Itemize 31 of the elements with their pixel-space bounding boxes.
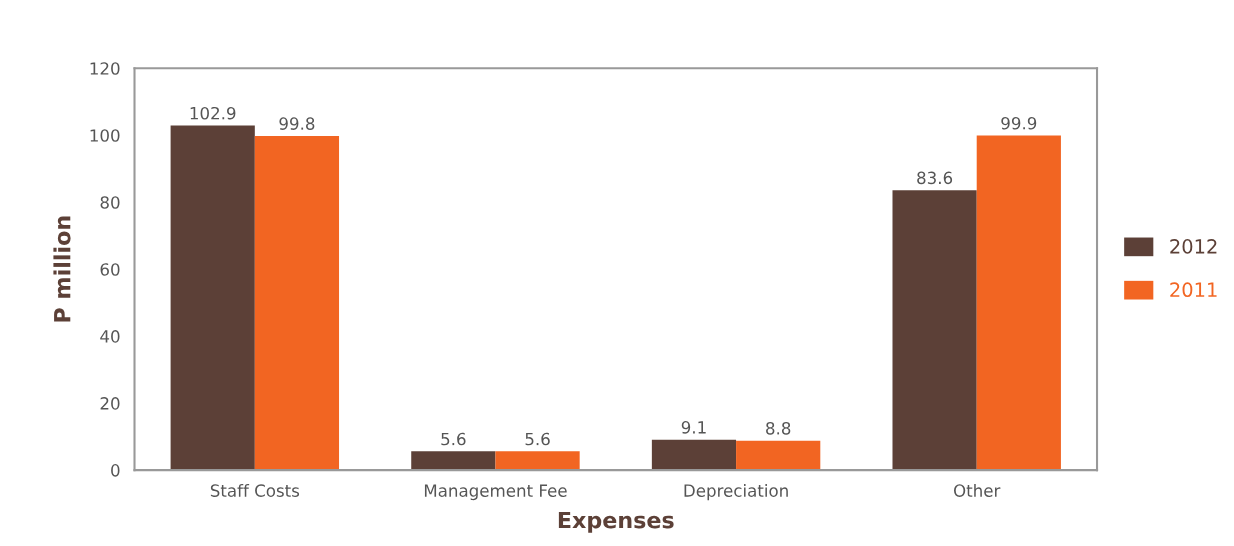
data-label: 8.8 bbox=[766, 422, 791, 435]
data-label: 9.1 bbox=[681, 421, 706, 434]
bar bbox=[736, 440, 821, 471]
y-tick-label: 40 bbox=[100, 330, 120, 343]
data-label: 83.6 bbox=[917, 171, 953, 185]
bar bbox=[254, 135, 340, 471]
y-tick-label: 100 bbox=[90, 129, 120, 142]
y-tick-label: 20 bbox=[100, 397, 120, 410]
x-axis-title: Expenses bbox=[558, 511, 674, 533]
x-tick-label: Staff Costs bbox=[210, 483, 300, 497]
data-label: 99.9 bbox=[1001, 116, 1037, 130]
data-label: 99.8 bbox=[279, 117, 315, 130]
data-label: 5.6 bbox=[441, 432, 466, 446]
x-tick-label: Other bbox=[953, 483, 1001, 497]
bar bbox=[170, 125, 255, 471]
bar bbox=[651, 439, 737, 471]
y-axis-title: P million bbox=[53, 216, 71, 322]
y-tick-label: 60 bbox=[100, 263, 120, 276]
y-tick-label: 120 bbox=[90, 62, 120, 75]
bar bbox=[495, 451, 580, 471]
bar bbox=[411, 451, 496, 471]
x-tick-label: Depreciation bbox=[684, 483, 788, 501]
bar bbox=[892, 190, 977, 471]
bar bbox=[976, 135, 1061, 471]
legend-label: 2011 bbox=[1170, 282, 1217, 298]
data-label: 5.6 bbox=[525, 432, 550, 446]
data-label: 102.9 bbox=[190, 106, 236, 120]
x-tick-label: Management Fee bbox=[424, 484, 567, 501]
legend-label: 2012 bbox=[1170, 239, 1217, 254]
y-tick-label: 0 bbox=[111, 464, 120, 477]
y-tick-label: 80 bbox=[100, 196, 120, 209]
